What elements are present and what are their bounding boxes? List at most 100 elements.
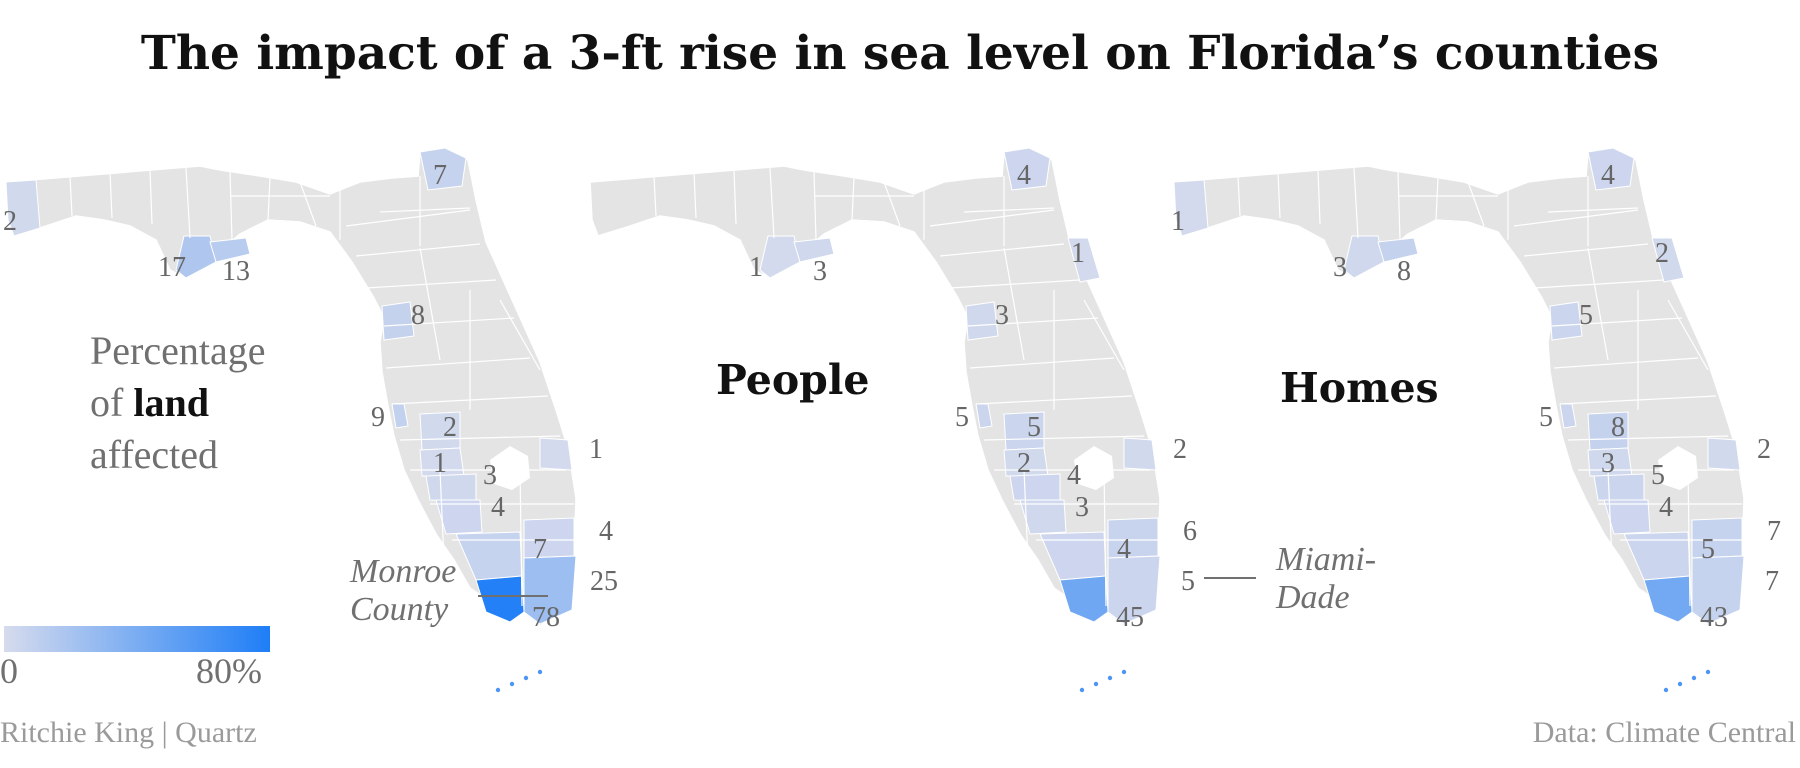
- florida-keys-dot: [1121, 669, 1127, 675]
- county-border: [1667, 299, 1709, 371]
- value-label-monroe: 78: [532, 602, 560, 633]
- value-label-palmbeach: 1: [589, 434, 603, 465]
- county-flagler: [1651, 237, 1685, 283]
- value-label-hillsborough: 8: [1611, 412, 1625, 443]
- value-label-pinellas: 9: [371, 402, 385, 433]
- county-border: [1607, 469, 1613, 561]
- county-border: [267, 177, 271, 221]
- annotation-monroe-line1: Monroe: [349, 553, 456, 590]
- county-border: [949, 279, 1081, 289]
- florida-keys-dot: [1691, 675, 1697, 681]
- county-border: [967, 317, 1099, 327]
- county-border: [1547, 207, 1639, 213]
- county-escambia: [1173, 179, 1209, 237]
- value-label-manatee: 2: [1017, 448, 1031, 479]
- county-border: [519, 469, 523, 607]
- value-label-collier: 4: [1117, 534, 1131, 565]
- value-label-miamidade: 7: [1765, 566, 1779, 597]
- value-label-monroe: 43: [1700, 602, 1728, 633]
- county-franklin: [175, 235, 217, 279]
- chart-title: The impact of a 3-ft rise in sea level o…: [140, 26, 1660, 81]
- county-border: [229, 171, 233, 241]
- value-label-palmbeach: 2: [1757, 434, 1771, 465]
- value-label-franklin: 1: [749, 252, 763, 283]
- county-border: [69, 175, 73, 217]
- panel-label-homes: Homes: [1280, 364, 1439, 412]
- county-border: [1467, 181, 1485, 227]
- county-border: [439, 469, 445, 561]
- county-border: [1397, 171, 1401, 241]
- value-label-franklin: 17: [158, 252, 186, 283]
- county-monroe: [1059, 575, 1109, 623]
- county-border: [419, 247, 441, 361]
- county-border: [355, 243, 481, 257]
- county-border: [149, 169, 153, 225]
- county-border: [1523, 243, 1649, 257]
- lake-okeechobee: [1074, 446, 1114, 490]
- value-label-manatee: 3: [1601, 448, 1615, 479]
- florida-keys-dot: [495, 687, 501, 693]
- florida-keys-dot: [537, 669, 543, 675]
- lake-okeechobee: [490, 446, 530, 490]
- county-nassau: [1587, 147, 1635, 191]
- value-label-sarasota: 5: [1651, 460, 1665, 491]
- value-label-collier: 5: [1701, 534, 1715, 565]
- county-border: [1435, 177, 1439, 221]
- credit-text: Ritchie King | Quartz: [0, 716, 257, 749]
- county-pasco: [965, 301, 999, 341]
- florida-outline: [5, 147, 577, 627]
- county-nassau: [1003, 147, 1051, 191]
- county-pasco: [1549, 301, 1583, 341]
- county-border: [969, 357, 1115, 369]
- county-border: [1083, 299, 1125, 371]
- value-label-miamidade: 25: [590, 566, 618, 597]
- florida-keys-dot: [1079, 687, 1085, 693]
- annotation-miami-line1: Miami-: [1275, 541, 1376, 578]
- legend-line-2-prefix: of: [90, 380, 134, 425]
- value-label-palmbeach: 2: [1173, 434, 1187, 465]
- data-source-text: Data: Climate Central: [1532, 716, 1796, 749]
- county-border: [399, 435, 561, 441]
- florida-keys-dot: [523, 675, 529, 681]
- county-border: [1103, 469, 1107, 607]
- county-border: [185, 167, 191, 239]
- county-wakulla: [209, 237, 251, 263]
- county-border: [299, 181, 317, 227]
- county-broward: [1107, 517, 1159, 559]
- value-label-broward: 6: [1183, 516, 1197, 547]
- color-scale-min: 0: [0, 651, 18, 691]
- county-flagler: [1067, 237, 1101, 283]
- value-label-sarasota: 3: [483, 460, 497, 491]
- value-label-pasco: 5: [1579, 300, 1593, 331]
- county-palmbeach: [539, 437, 573, 471]
- county-border: [963, 207, 1055, 213]
- county-border: [851, 177, 855, 221]
- color-scale-max: 80%: [196, 651, 262, 691]
- county-border: [365, 279, 497, 289]
- value-label-nassau: 4: [1601, 160, 1615, 191]
- panel-label-people: People: [716, 356, 870, 404]
- value-label-monroe: 45: [1116, 602, 1144, 633]
- county-pasco: [381, 301, 415, 341]
- florida-keys-dot: [1093, 681, 1099, 687]
- florida-keys-dot: [1107, 675, 1113, 681]
- county-monroe: [475, 575, 525, 623]
- county-border: [1567, 435, 1729, 441]
- value-label-pasco: 8: [411, 300, 425, 331]
- county-border: [385, 357, 531, 369]
- value-label-charlotte: 4: [1659, 492, 1673, 523]
- value-label-nassau: 7: [433, 160, 447, 191]
- florida-keys-dot: [1677, 681, 1683, 687]
- county-border: [939, 243, 1065, 257]
- county-border: [813, 171, 817, 241]
- county-nassau: [419, 147, 467, 191]
- county-border: [383, 317, 515, 327]
- legend-line-2: of land: [90, 377, 265, 429]
- county-border: [1551, 317, 1683, 327]
- county-franklin: [1343, 235, 1385, 279]
- county-escambia: [5, 179, 41, 237]
- value-label-hillsborough: 5: [1027, 412, 1041, 443]
- value-label-manatee: 1: [433, 448, 447, 479]
